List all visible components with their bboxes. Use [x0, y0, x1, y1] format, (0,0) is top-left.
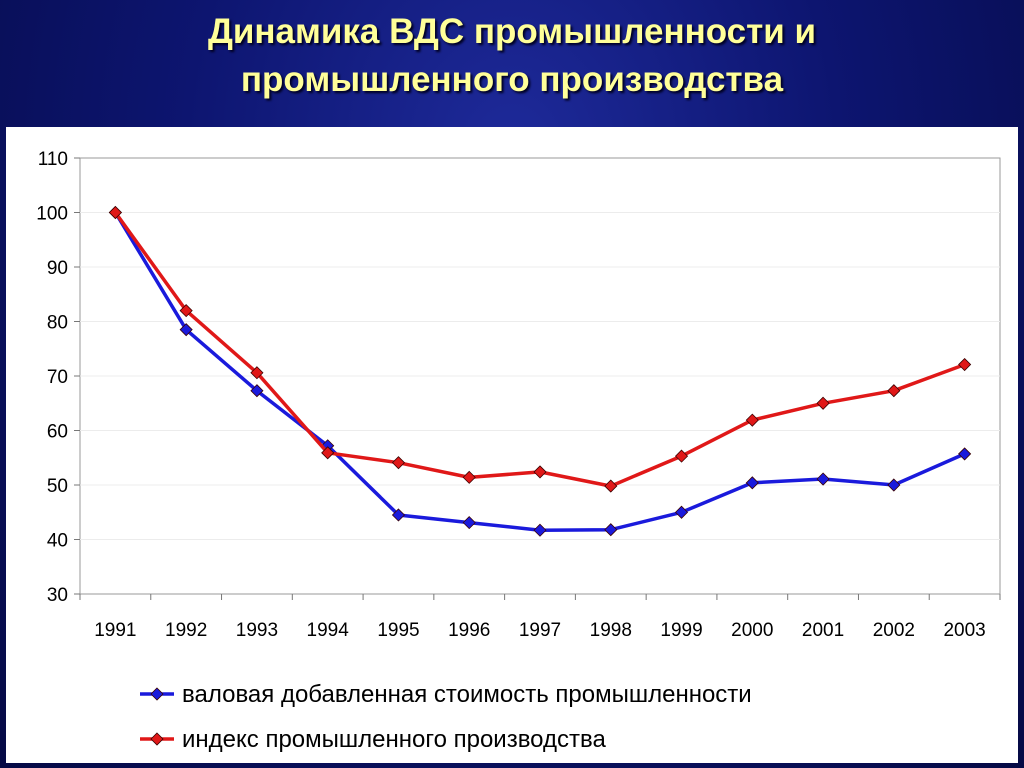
series-1-point	[674, 505, 689, 519]
x-tick-label: 1993	[236, 620, 278, 641]
series-2-point	[533, 465, 547, 479]
y-tick-label: 60	[47, 422, 68, 443]
x-tick-label: 2002	[873, 620, 915, 641]
y-tick-label: 90	[47, 258, 68, 279]
x-tick-label: 1992	[165, 620, 207, 641]
chart-panel	[6, 127, 1018, 763]
y-tick-label: 100	[36, 204, 68, 225]
y-tick-label: 50	[47, 476, 68, 497]
legend-swatch-marker	[150, 732, 164, 746]
y-tick-label: 30	[47, 585, 68, 606]
slide-title-line1: Динамика ВДС промышленности и	[207, 12, 817, 51]
x-tick-label: 1995	[377, 620, 419, 641]
series-2-point	[321, 446, 335, 460]
x-tick-label: 2003	[943, 620, 985, 641]
x-tick-label: 1998	[590, 620, 632, 641]
series-1-point	[462, 516, 476, 530]
series-1-point	[250, 384, 264, 398]
x-tick-label: 1994	[307, 620, 350, 641]
y-tick-label: 40	[47, 531, 68, 552]
slide-title-line2: промышленного производства	[240, 60, 784, 99]
series-2-point	[179, 304, 193, 318]
series-2-point	[604, 479, 618, 493]
series-1-point	[604, 523, 618, 537]
series-2-point	[958, 357, 972, 372]
series-2-point	[250, 366, 264, 380]
x-tick-label: 2001	[802, 620, 844, 641]
series-1-point	[745, 476, 759, 490]
x-tick-label: 1999	[660, 620, 702, 641]
series-1-point	[391, 508, 406, 522]
series-2-point	[745, 413, 759, 427]
legend-label: валовая добавленная стоимость промышленн…	[182, 681, 752, 708]
series-1-point	[179, 323, 193, 337]
x-tick-label: 1991	[94, 620, 136, 641]
series-line-1	[113, 211, 966, 532]
y-tick-label: 80	[47, 313, 68, 334]
series-2-point	[462, 470, 476, 484]
legend-swatch-marker	[150, 687, 164, 701]
series-1-point	[533, 523, 547, 537]
series-2-point	[391, 456, 406, 470]
series-2-point	[674, 449, 689, 463]
series-2-point	[108, 205, 122, 220]
series-1-point	[958, 447, 972, 461]
series-2-point	[887, 384, 901, 398]
y-tick-label: 110	[38, 149, 68, 170]
x-tick-label: 1997	[519, 620, 561, 641]
x-tick-label: 2000	[731, 620, 773, 641]
line-chart: 30 40 50 60 70 80 90 100 110 1991 1992 1993 1994 1995…	[36, 149, 1001, 753]
x-tick-label: 1996	[448, 620, 490, 641]
series-1-point	[887, 478, 901, 492]
series-2-point	[816, 396, 830, 410]
series-line-2	[113, 211, 966, 488]
series-1-point	[816, 472, 830, 486]
legend-label: индекс промышленного производства	[182, 726, 606, 753]
y-tick-label: 70	[47, 367, 68, 388]
slide-title: Динамика ВДС промышленности и промышленн…	[0, 8, 1024, 104]
